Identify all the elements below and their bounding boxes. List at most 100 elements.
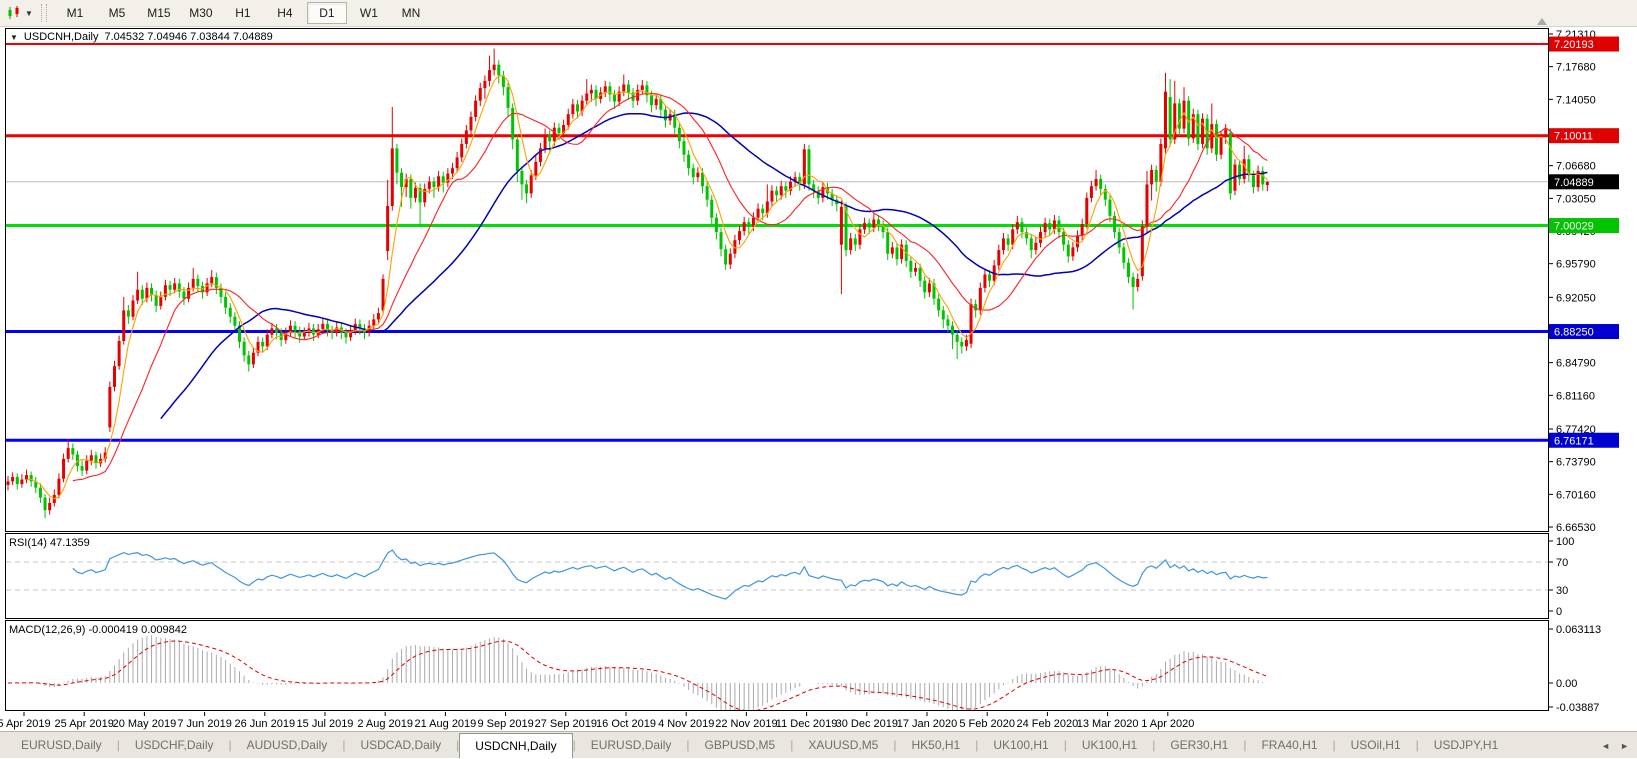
date-axis-label: 5 Feb 2020 — [959, 718, 1015, 730]
symbol-tab-usdcad-daily[interactable]: USDCAD,Daily — [360, 738, 442, 752]
price-tag — [1549, 324, 1619, 340]
chart-title-ohlc: 7.04532 7.04946 7.03844 7.04889 — [104, 31, 273, 43]
rsi-axis-label: 30 — [1556, 585, 1568, 597]
tab-scroll-right-icon[interactable]: ► — [1620, 740, 1629, 751]
chevron-down-icon[interactable]: ▼ — [25, 8, 33, 18]
date-axis-label: 11 Dec 2019 — [776, 718, 838, 730]
price-tag — [1549, 128, 1619, 144]
tab-separator: | — [686, 738, 690, 752]
price-tag — [1549, 36, 1619, 52]
symbol-tab-fra40-h1[interactable]: FRA40,H1 — [1261, 738, 1318, 752]
date-axis-label: 17 Jan 2020 — [897, 718, 958, 730]
macd-plot-border — [5, 620, 1549, 711]
rsi-plot-border — [5, 533, 1549, 619]
collapse-triangle-icon[interactable]: ▼ — [10, 32, 18, 42]
ma-34-line[interactable] — [160, 112, 1268, 420]
symbol-tab-usdjpy-h1[interactable]: USDJPY,H1 — [1433, 738, 1499, 752]
symbol-tab-usoil-h1[interactable]: USOil,H1 — [1350, 738, 1401, 752]
date-axis-label: 30 Dec 2019 — [836, 718, 898, 730]
candlestick-glyph — [8, 6, 19, 19]
main-price-chart[interactable]: 7.213107.176807.140507.066807.030506.994… — [0, 28, 1637, 532]
price-axis-label: 7.03050 — [1556, 193, 1596, 205]
price-axis-label: 7.17680 — [1556, 62, 1596, 74]
timeframe-button-m1[interactable]: M1 — [66, 6, 84, 20]
symbol-tab-uk100-h1[interactable]: UK100,H1 — [1081, 738, 1138, 752]
date-axis-label: 27 Sep 2019 — [535, 718, 597, 730]
rsi-indicator-panel[interactable]: 100 70 30 0 — [0, 533, 1637, 619]
scale-scroll-marker-icon — [1537, 18, 1547, 25]
timeframe-button-w1[interactable]: W1 — [359, 6, 378, 20]
date-axis-label: 13 Mar 2020 — [1077, 718, 1139, 730]
timeframe-button-mn[interactable]: MN — [401, 6, 421, 20]
tab-separator: | — [790, 738, 794, 752]
date-axis-label: 26 Jun 2019 — [235, 718, 296, 730]
date-axis-label: 1 Apr 2020 — [1141, 718, 1194, 730]
date-axis-label: 25 Apr 2019 — [55, 718, 114, 730]
toolbar: ▼ M1 M5 M15 M30 H1 H4 D1 W1 MN — [0, 0, 1637, 27]
price-axis-label: 6.73790 — [1556, 457, 1596, 469]
timeframe-button-h4[interactable]: H4 — [277, 6, 293, 20]
macd-indicator-panel[interactable]: 0.063113 0.00 -0.03887 — [0, 620, 1637, 711]
symbol-tab-hk50-h1[interactable]: HK50,H1 — [911, 738, 961, 752]
price-tag — [1549, 432, 1619, 448]
date-axis-label: 7 Jun 2019 — [177, 718, 231, 730]
price-tag-value: 7.00029 — [1554, 221, 1594, 233]
macd-axis-label: -0.03887 — [1556, 702, 1599, 711]
timeframe-button-h1[interactable]: H1 — [235, 6, 251, 20]
timeframe-button-m5[interactable]: M5 — [108, 6, 126, 20]
date-axis-label: 22 Nov 2019 — [715, 718, 777, 730]
macd-signal-line[interactable] — [7, 640, 1268, 711]
chart-title: ▼ USDCNH,Daily 7.04532 7.04946 7.03844 7… — [10, 31, 273, 43]
date-axis-label: 21 Aug 2019 — [415, 718, 477, 730]
tab-separator: | — [1152, 738, 1156, 752]
rsi-axis-label: 100 — [1556, 536, 1574, 548]
rsi-line[interactable] — [72, 549, 1268, 600]
symbol-tab-bar: EURUSD,Daily | USDCHF,Daily | AUDUSD,Daily | U… — [0, 731, 1637, 758]
tab-separator: | — [116, 738, 120, 752]
symbol-tab-eurusd-daily[interactable]: EURUSD,Daily — [21, 738, 102, 752]
rsi-label: RSI(14) 47.1359 — [9, 537, 90, 549]
macd-label: MACD(12,26,9) -0.000419 0.009842 — [9, 624, 187, 636]
toolbar-grip[interactable] — [40, 4, 47, 22]
price-axis-label: 7.06680 — [1556, 161, 1596, 173]
symbol-tab-usdchf-daily[interactable]: USDCHF,Daily — [134, 738, 214, 752]
symbol-tab-usdcnh-daily[interactable]: USDCNH,Daily — [459, 733, 573, 758]
symbol-tab-uk100-h1[interactable]: UK100,H1 — [993, 738, 1049, 752]
timeframe-button-d1[interactable]: D1 — [306, 2, 347, 24]
tab-separator: | — [1415, 738, 1419, 752]
tab-separator: | — [228, 738, 232, 752]
price-tag — [1549, 218, 1619, 234]
date-axis-label: 4 Nov 2019 — [658, 718, 714, 730]
price-tag-value: 7.10011 — [1554, 131, 1593, 143]
symbol-tab-gbpusd-m5[interactable]: GBPUSD,M5 — [704, 738, 776, 752]
ma-15-line[interactable] — [72, 92, 1268, 482]
tab-separator: | — [1063, 738, 1067, 752]
price-axis-label: 6.95790 — [1556, 259, 1596, 271]
tab-separator: | — [342, 738, 346, 752]
tab-separator: | — [1332, 738, 1336, 752]
chart-title-symbol: USDCNH,Daily — [23, 31, 99, 43]
ma-5-line[interactable] — [26, 75, 1268, 500]
candlestick-chart-icon[interactable] — [4, 3, 24, 23]
timeframe-button-m15[interactable]: M15 — [147, 6, 171, 20]
symbol-tab-ger30-h1[interactable]: GER30,H1 — [1170, 738, 1229, 752]
symbol-tab-xauusd-m5[interactable]: XAUUSD,M5 — [808, 738, 879, 752]
timeframe-button-group: M1 M5 M15 M30 H1 H4 D1 W1 MN — [54, 0, 432, 27]
price-tag — [1549, 174, 1619, 190]
price-tag-value: 7.04889 — [1554, 177, 1594, 189]
tab-separator: | — [456, 738, 460, 752]
date-axis-label: 2 Aug 2019 — [357, 718, 413, 730]
date-axis-label: 20 May 2019 — [113, 718, 177, 730]
timeframe-button-m30[interactable]: M30 — [189, 6, 213, 20]
tab-separator: | — [975, 738, 979, 752]
candles-layer — [6, 48, 1269, 519]
price-axis-label: 7.14050 — [1556, 94, 1596, 106]
rsi-axis-label: 70 — [1556, 557, 1568, 569]
symbol-tab-eurusd-daily[interactable]: EURUSD,Daily — [590, 738, 672, 752]
symbol-tab-list: EURUSD,Daily | USDCHF,Daily | AUDUSD,Daily | U… — [6, 732, 1513, 758]
tab-scroll-nav: ◄ ► — [1601, 732, 1629, 759]
symbol-tab-audusd-daily[interactable]: AUDUSD,Daily — [246, 738, 328, 752]
tab-scroll-left-icon[interactable]: ◄ — [1601, 740, 1611, 751]
